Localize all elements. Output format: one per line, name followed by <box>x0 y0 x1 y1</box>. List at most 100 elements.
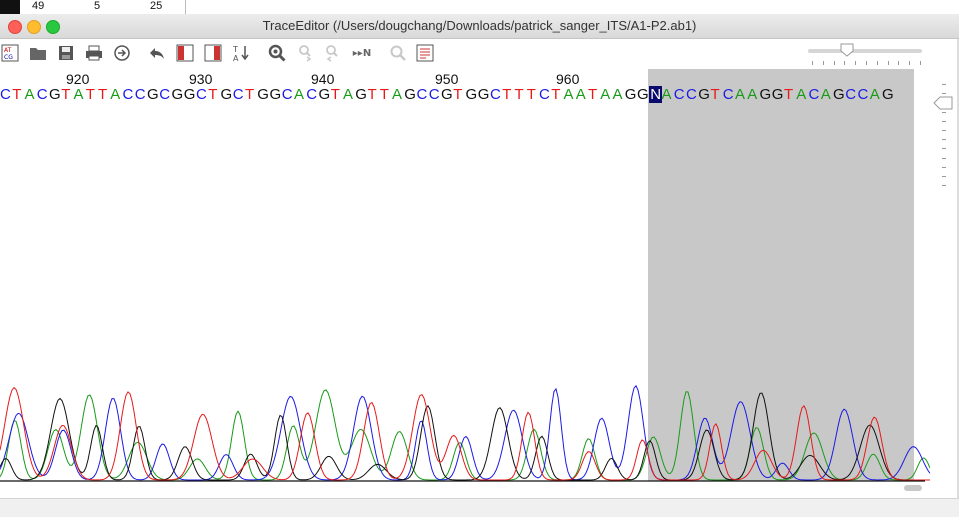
zoom-button[interactable] <box>388 43 408 63</box>
base-letter[interactable]: A <box>820 86 831 103</box>
base-letter[interactable]: T <box>453 86 463 103</box>
base-letter[interactable]: G <box>220 86 233 103</box>
base-letter[interactable]: T <box>12 86 22 103</box>
base-letter[interactable]: T <box>330 86 340 103</box>
base-letter[interactable]: A <box>110 86 121 103</box>
base-letter[interactable]: T <box>588 86 598 103</box>
zoom-window-button[interactable] <box>46 20 60 34</box>
find-prev-button[interactable] <box>323 43 343 63</box>
base-letter[interactable]: G <box>833 86 845 103</box>
base-letter[interactable]: G <box>882 86 894 103</box>
base-letter[interactable]: C <box>845 86 857 103</box>
minimize-button[interactable] <box>27 20 41 34</box>
base-letter[interactable]: G <box>49 86 61 103</box>
base-letter[interactable]: A <box>735 86 746 103</box>
base-letter[interactable]: G <box>477 86 490 103</box>
close-button[interactable] <box>8 20 22 34</box>
chromatogram-trace[interactable] <box>0 374 930 484</box>
base-letter[interactable]: A <box>575 86 586 103</box>
base-letter[interactable]: T <box>367 86 377 103</box>
base-letter[interactable]: G <box>465 86 478 103</box>
base-letter[interactable]: C <box>0 86 11 103</box>
base-letter[interactable]: N <box>649 86 663 103</box>
base-letter[interactable]: C <box>539 86 550 103</box>
base-letter[interactable]: G <box>637 86 649 103</box>
horizontal-zoom-slider[interactable] <box>808 49 922 53</box>
base-letter[interactable]: C <box>281 86 293 103</box>
base-letter[interactable]: A <box>869 86 880 103</box>
base-letter[interactable]: C <box>490 86 501 103</box>
base-letter[interactable]: G <box>183 86 196 103</box>
base-letter[interactable]: A <box>24 86 35 103</box>
base-letter[interactable]: G <box>257 86 269 103</box>
base-letter[interactable]: G <box>355 86 367 103</box>
base-letter[interactable]: A <box>600 86 611 103</box>
vertical-slider-knob[interactable] <box>933 96 953 110</box>
base-letter[interactable]: T <box>379 86 389 103</box>
vertical-scale-slider[interactable] <box>930 74 959 214</box>
horizontal-scrollbar[interactable] <box>904 485 922 491</box>
atcg-button[interactable]: AT CG <box>0 43 20 63</box>
base-letter[interactable]: C <box>134 86 146 103</box>
trim-right-button[interactable] <box>203 43 223 63</box>
next-n-button[interactable]: ▸▸N <box>350 43 374 63</box>
base-letter[interactable]: T <box>551 86 561 103</box>
print-button[interactable] <box>84 43 104 63</box>
base-letter[interactable]: C <box>428 86 440 103</box>
slider-tick <box>942 111 946 113</box>
base-letter[interactable]: C <box>722 86 734 103</box>
trim-left-button[interactable] <box>175 43 195 63</box>
base-letter[interactable]: A <box>612 86 623 103</box>
base-letter[interactable]: T <box>85 86 95 103</box>
base-letter[interactable]: C <box>857 86 869 103</box>
title-bar[interactable]: TraceEditor (/Users/dougchang/Downloads/… <box>0 14 959 39</box>
base-letter[interactable]: C <box>196 86 207 103</box>
base-letter[interactable]: C <box>306 86 318 103</box>
find-next-button[interactable] <box>296 43 316 63</box>
base-letter[interactable]: T <box>784 86 794 103</box>
base-letter[interactable]: T <box>208 86 218 103</box>
base-letter[interactable]: G <box>771 86 784 103</box>
base-letter[interactable]: A <box>661 86 672 103</box>
base-letter[interactable]: A <box>73 86 84 103</box>
base-letter[interactable]: T <box>514 86 524 103</box>
base-letter[interactable]: T <box>526 86 536 103</box>
base-letter[interactable]: G <box>698 86 710 103</box>
base-letter[interactable]: C <box>159 86 171 103</box>
report-button[interactable] <box>415 43 435 63</box>
base-letter[interactable]: A <box>796 86 807 103</box>
undo-button[interactable] <box>147 43 167 63</box>
base-letter[interactable]: C <box>36 86 48 103</box>
base-letter[interactable]: G <box>269 86 282 103</box>
base-letter[interactable]: C <box>416 86 428 103</box>
base-letter[interactable]: T <box>710 86 720 103</box>
open-button[interactable] <box>28 43 48 63</box>
base-letter[interactable]: C <box>808 86 820 103</box>
base-letter[interactable]: T <box>61 86 71 103</box>
base-letter[interactable]: A <box>563 86 574 103</box>
base-letter[interactable]: G <box>318 86 331 103</box>
base-letter[interactable]: T <box>245 86 255 103</box>
base-letter[interactable]: A <box>343 86 354 103</box>
base-letter[interactable]: C <box>232 86 244 103</box>
save-button[interactable] <box>56 43 76 63</box>
base-letter[interactable]: T <box>502 86 512 103</box>
base-letter[interactable]: T <box>98 86 108 103</box>
find-button[interactable] <box>267 43 287 63</box>
base-letter[interactable]: A <box>392 86 403 103</box>
horizontal-slider-knob[interactable] <box>840 43 854 57</box>
base-letter[interactable]: G <box>147 86 159 103</box>
base-letter[interactable]: G <box>624 86 637 103</box>
base-letter[interactable]: C <box>673 86 685 103</box>
base-letter[interactable]: G <box>441 86 453 103</box>
goto-button[interactable] <box>112 43 132 63</box>
base-letter[interactable]: G <box>171 86 184 103</box>
base-letter[interactable]: A <box>747 86 758 103</box>
base-letter[interactable]: G <box>404 86 416 103</box>
base-letter[interactable]: C <box>122 86 134 103</box>
base-letter[interactable]: G <box>759 86 772 103</box>
base-letter[interactable]: C <box>686 86 697 103</box>
base-letter[interactable]: A <box>294 86 305 103</box>
